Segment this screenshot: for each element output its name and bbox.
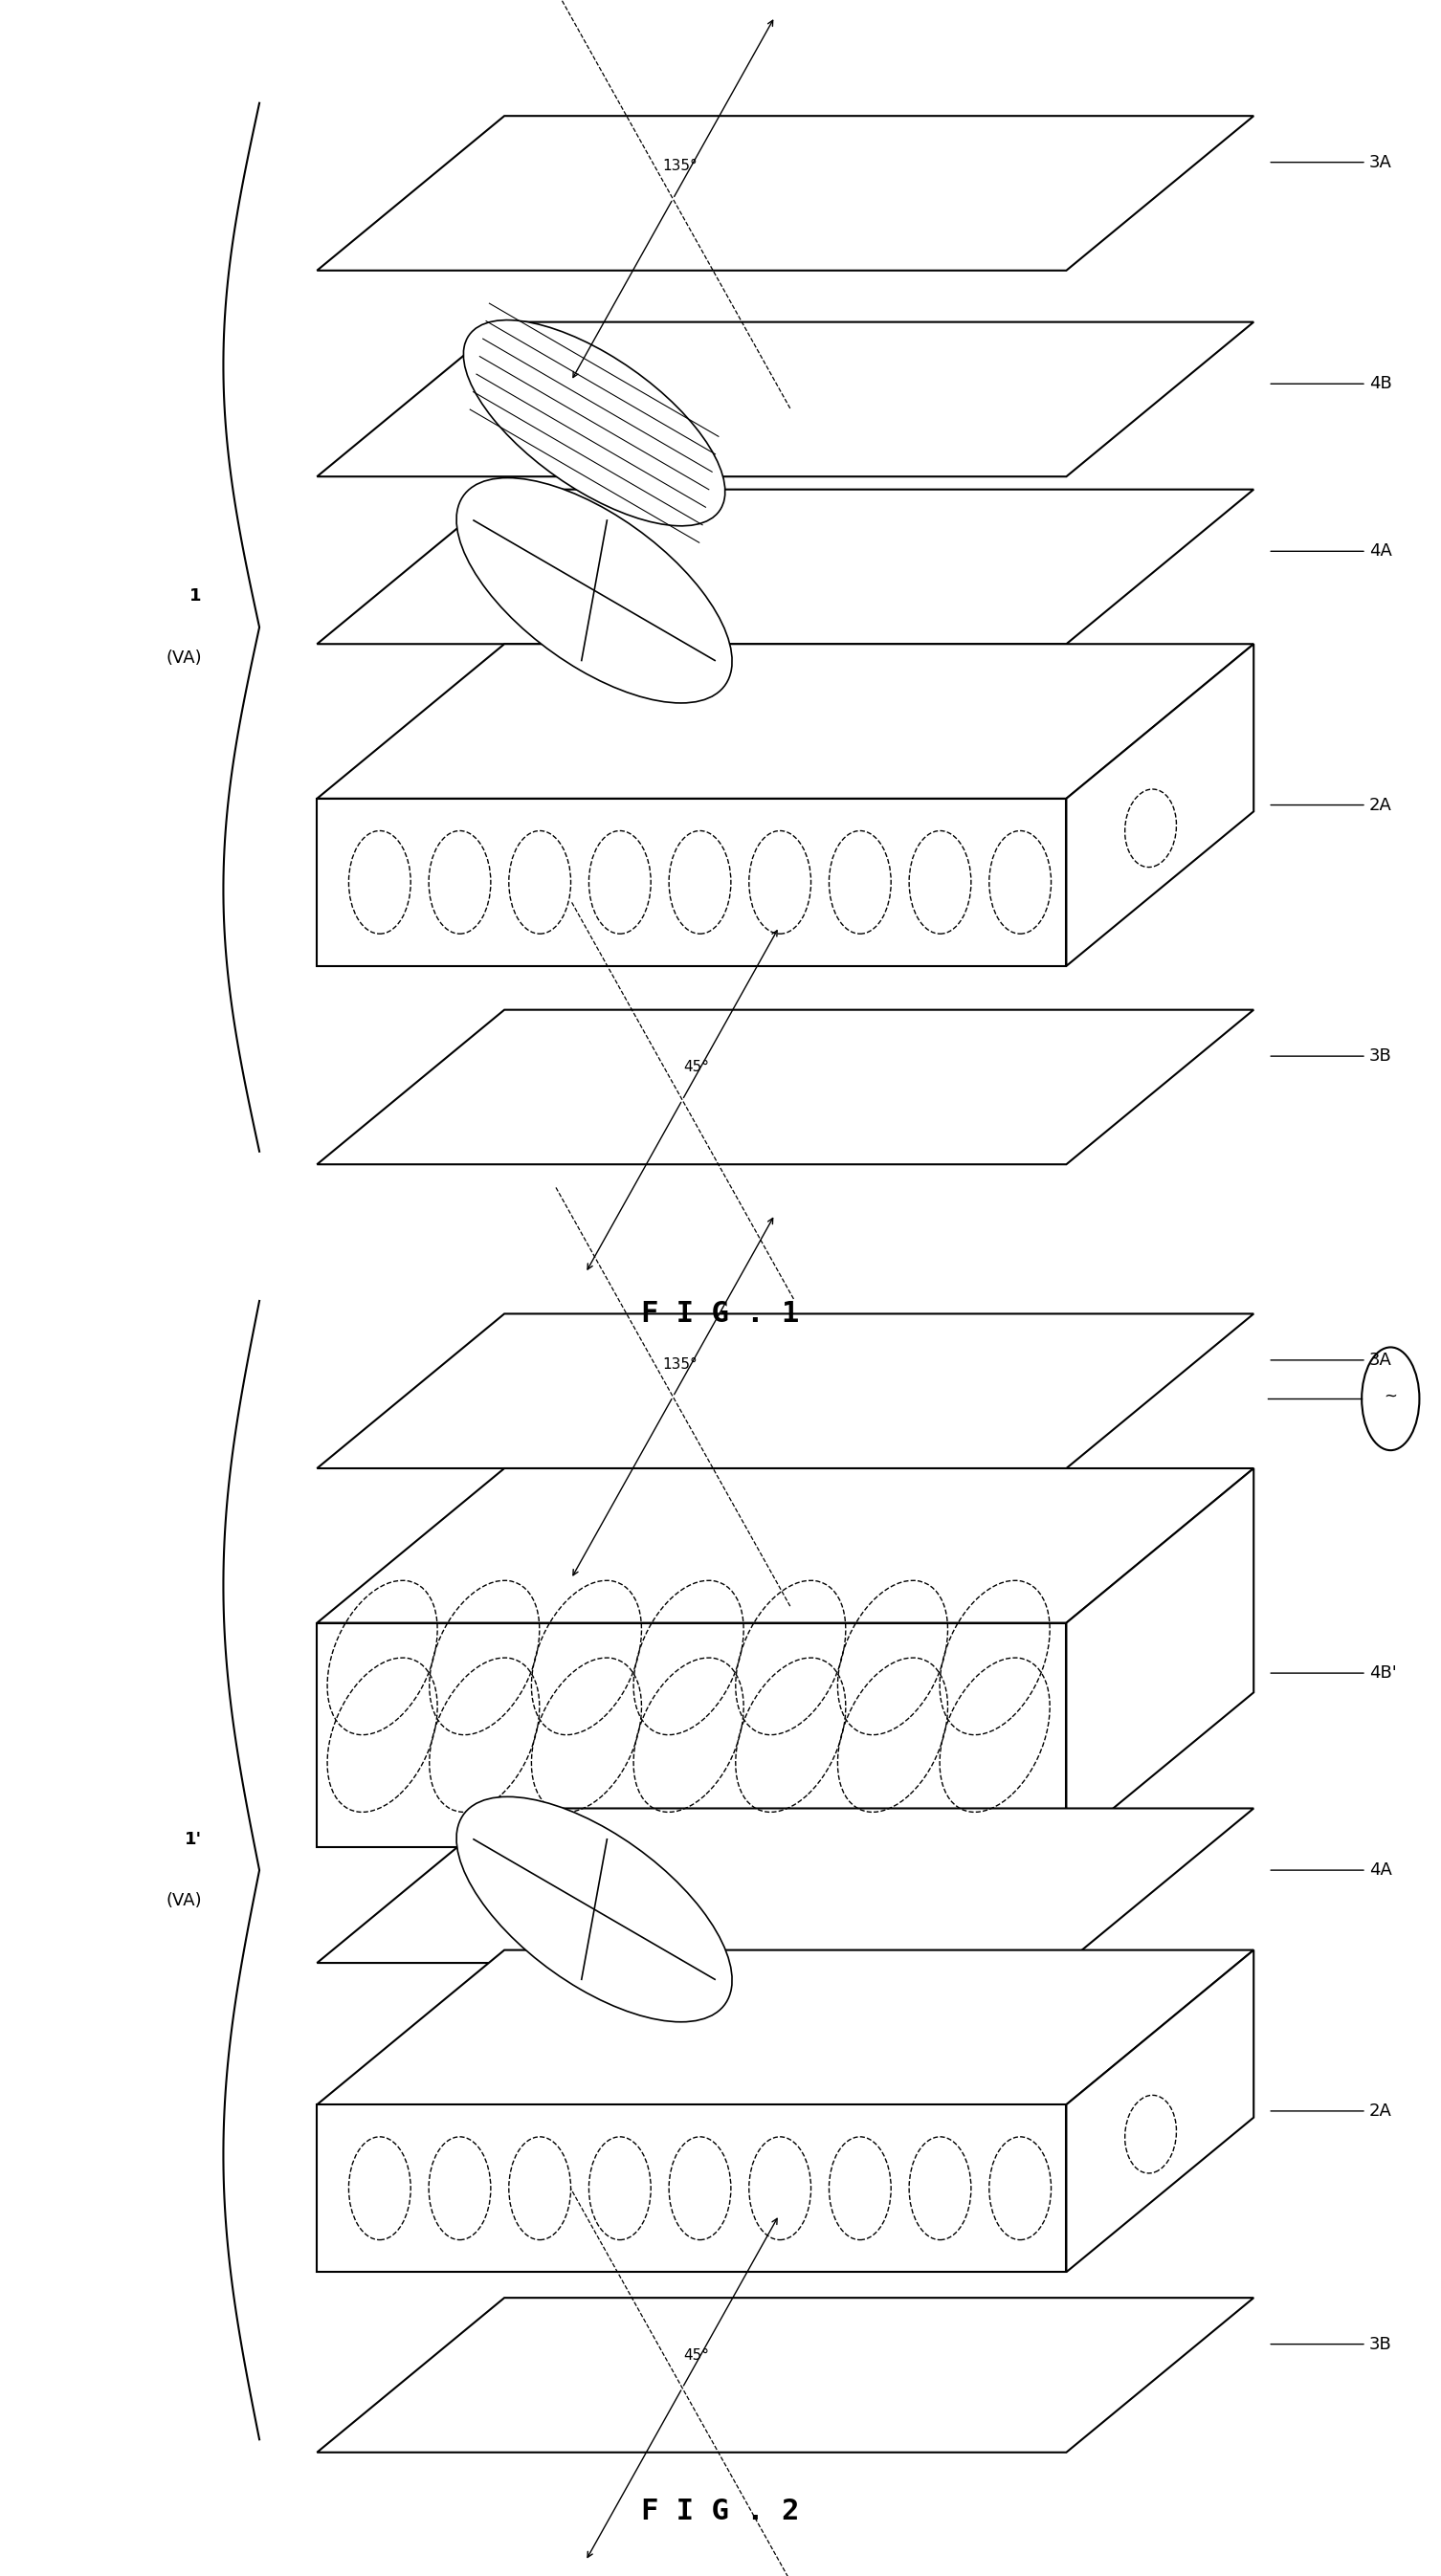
Polygon shape [317,1808,1254,1963]
Text: 1: 1 [190,587,202,605]
Text: 4A: 4A [1271,1862,1392,1878]
Text: 3A: 3A [1271,155,1392,170]
Polygon shape [317,1623,1066,1847]
Polygon shape [317,116,1254,270]
Text: 135°: 135° [663,160,697,173]
Text: 2A: 2A [1271,2102,1392,2120]
Ellipse shape [457,1795,732,2022]
Text: 3A: 3A [1271,1352,1392,1368]
Polygon shape [317,489,1254,644]
Polygon shape [1066,644,1254,966]
Polygon shape [317,799,1066,966]
Text: F I G . 1: F I G . 1 [641,1301,800,1327]
Polygon shape [317,2105,1066,2272]
Text: 4B: 4B [1271,376,1392,392]
Polygon shape [317,1010,1254,1164]
Text: 3B: 3B [1271,2336,1392,2352]
Text: 2A: 2A [1271,796,1392,814]
Polygon shape [317,1468,1254,1623]
Text: 3B: 3B [1271,1048,1392,1064]
Text: (VA): (VA) [166,1893,202,1909]
Text: 4A: 4A [1271,544,1392,559]
Ellipse shape [457,477,732,703]
Polygon shape [317,1950,1254,2105]
Text: ~: ~ [1383,1388,1398,1404]
Text: F I G . 2: F I G . 2 [641,2499,800,2524]
Text: (VA): (VA) [166,649,202,667]
Ellipse shape [464,319,725,526]
Text: 4B': 4B' [1271,1664,1396,1682]
Text: 45°: 45° [684,1061,709,1074]
Text: 135°: 135° [663,1358,697,1370]
Polygon shape [317,1314,1254,1468]
Text: 1': 1' [184,1832,202,1847]
Polygon shape [317,644,1254,799]
Text: 45°: 45° [684,2349,709,2362]
Polygon shape [317,322,1254,477]
Polygon shape [1066,1468,1254,1847]
Polygon shape [1066,1950,1254,2272]
Polygon shape [317,2298,1254,2452]
